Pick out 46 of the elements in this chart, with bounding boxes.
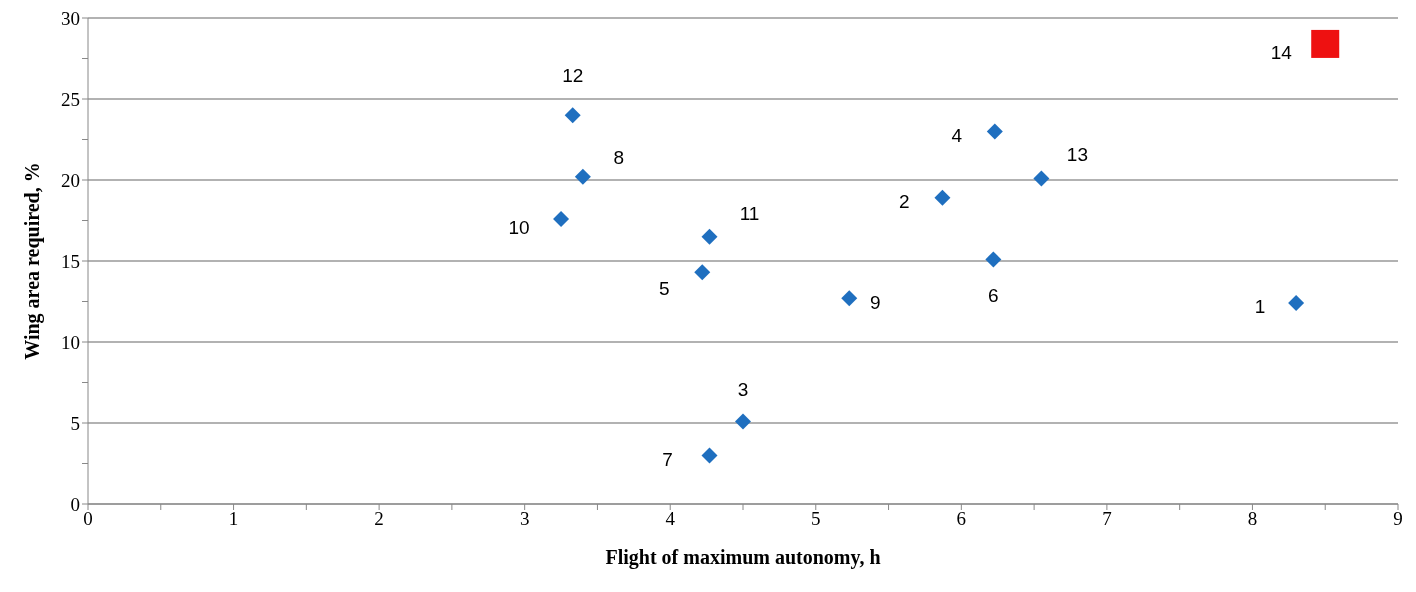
- point: [1033, 170, 1050, 187]
- point: [735, 413, 751, 430]
- annotation: 6: [988, 285, 999, 307]
- annotation: 14: [1270, 41, 1293, 63]
- annotation: 7: [662, 449, 673, 471]
- y-tick-label: 25: [61, 88, 80, 110]
- annotation: 13: [1066, 144, 1088, 166]
- x-tick-label: 9: [1393, 508, 1403, 530]
- annotation: 9: [869, 292, 881, 314]
- x-tick-label: 2: [374, 508, 384, 530]
- annotation: 4: [951, 125, 963, 147]
- annotation: 5: [658, 278, 670, 300]
- annotation: 3: [737, 379, 749, 401]
- annotation: 8: [613, 146, 625, 168]
- annotation: 2: [899, 190, 910, 212]
- y-tick-label: 20: [61, 169, 80, 191]
- point: [564, 107, 581, 124]
- point: [934, 189, 951, 206]
- point: [1288, 295, 1305, 312]
- annotation: 11: [739, 202, 760, 224]
- point: [986, 123, 1003, 140]
- y-tick-label: 0: [70, 493, 80, 515]
- point: [985, 251, 1002, 268]
- annotation: 1: [1254, 296, 1266, 318]
- x-tick-label: 5: [811, 508, 821, 530]
- y-tick-label: 30: [61, 7, 80, 29]
- point: [553, 210, 570, 227]
- y-axis-title: Wing area required, %: [21, 162, 45, 360]
- x-tick-label: 6: [956, 508, 967, 530]
- x-axis-title: Flight of maximum autonomy, h: [605, 546, 881, 569]
- point: [574, 168, 591, 185]
- point: [841, 290, 858, 307]
- point: [1311, 29, 1340, 58]
- point: [701, 228, 718, 245]
- point: [694, 264, 711, 281]
- x-tick-label: 3: [519, 508, 530, 530]
- x-tick-label: 8: [1247, 508, 1258, 530]
- x-tick-label: 7: [1102, 508, 1112, 530]
- y-tick-label: 10: [61, 331, 80, 353]
- x-tick-label: 1: [228, 508, 239, 530]
- annotation: 12: [562, 65, 584, 87]
- y-tick-label: 15: [61, 250, 80, 272]
- annotation: 10: [508, 216, 530, 238]
- point: [701, 447, 718, 464]
- x-tick-label: 4: [665, 508, 676, 530]
- y-tick-label: 5: [70, 412, 80, 434]
